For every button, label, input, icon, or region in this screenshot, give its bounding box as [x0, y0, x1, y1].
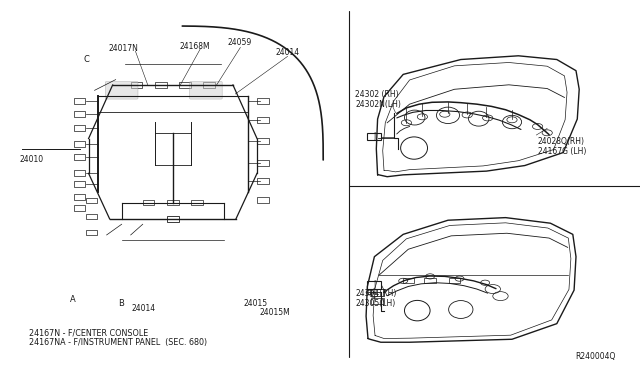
Bar [74, 98, 85, 104]
Bar [371, 289, 384, 296]
Bar [74, 181, 85, 187]
Bar [167, 200, 179, 205]
Bar [179, 82, 191, 87]
Text: 24304(RH): 24304(RH) [355, 289, 397, 298]
Text: B: B [118, 299, 124, 308]
Text: J: J [373, 280, 376, 289]
Text: 24302N(LH): 24302N(LH) [355, 100, 401, 109]
Text: J: J [373, 132, 376, 141]
Text: 24167N - F/CENTER CONSOLE: 24167N - F/CENTER CONSOLE [29, 328, 148, 337]
Bar [74, 195, 85, 201]
Bar [74, 141, 85, 147]
Bar [74, 170, 85, 176]
Bar [257, 160, 269, 166]
Bar [367, 281, 381, 289]
Bar [257, 117, 269, 123]
Text: 24014: 24014 [275, 48, 300, 57]
Bar [371, 298, 384, 304]
Text: 24015: 24015 [243, 299, 268, 308]
Bar [403, 278, 414, 283]
Text: 24017N: 24017N [109, 44, 139, 53]
Text: 24168M: 24168M [179, 42, 210, 51]
Bar [191, 200, 203, 205]
Bar [74, 154, 85, 160]
Text: 24014: 24014 [131, 304, 156, 313]
Text: 24059: 24059 [227, 38, 252, 47]
Bar [203, 82, 214, 87]
Bar [131, 82, 143, 87]
Text: 24167G (LH): 24167G (LH) [538, 147, 586, 155]
Bar [367, 133, 381, 140]
Bar [449, 278, 460, 283]
Bar [86, 230, 97, 235]
Text: C: C [83, 55, 89, 64]
Text: 24167NA - F/INSTRUMENT PANEL  (SEC. 680): 24167NA - F/INSTRUMENT PANEL (SEC. 680) [29, 338, 207, 347]
Bar [257, 98, 269, 104]
Text: 24015M: 24015M [259, 308, 290, 317]
Text: A: A [70, 295, 76, 304]
Text: 24302 (RH): 24302 (RH) [355, 90, 399, 99]
Bar [74, 125, 85, 131]
FancyBboxPatch shape [106, 81, 138, 99]
Text: 24028Q(RH): 24028Q(RH) [538, 137, 584, 146]
Bar [74, 205, 85, 211]
Bar [167, 216, 179, 222]
Bar [155, 82, 166, 87]
Bar [143, 200, 154, 205]
Bar [86, 198, 97, 203]
Text: 24010: 24010 [19, 155, 44, 164]
Bar [86, 214, 97, 219]
Text: R240004Q: R240004Q [575, 352, 616, 361]
Bar [424, 278, 436, 283]
Bar [257, 179, 269, 185]
Bar [257, 197, 269, 203]
FancyBboxPatch shape [189, 81, 222, 99]
Text: 24305(LH): 24305(LH) [355, 299, 396, 308]
Bar [257, 138, 269, 144]
Bar [74, 112, 85, 118]
